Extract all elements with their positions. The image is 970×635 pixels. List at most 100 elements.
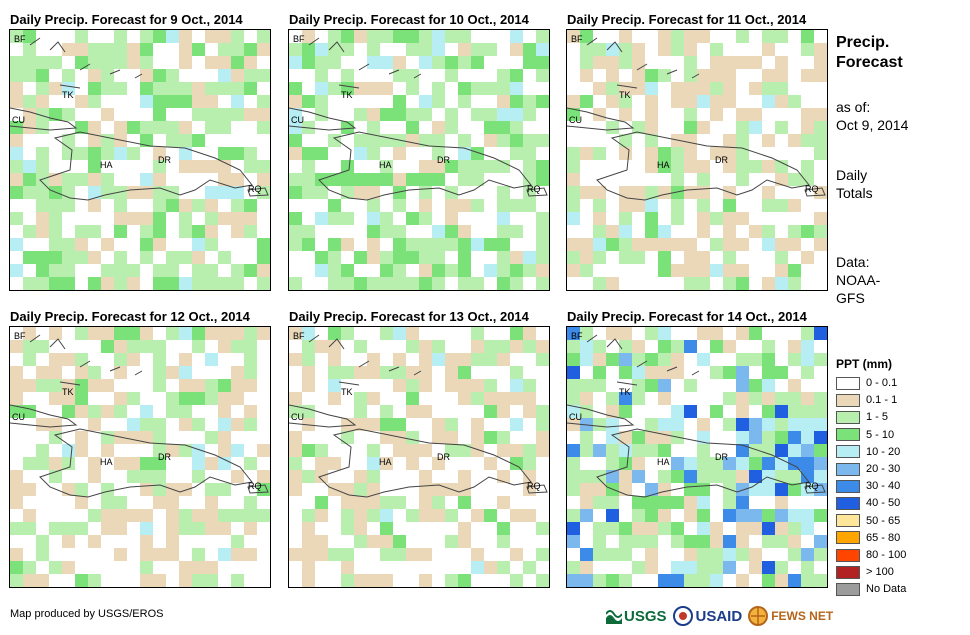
precip-cell <box>10 134 23 147</box>
precip-cell <box>354 82 367 95</box>
precip-cell <box>289 95 302 108</box>
precip-cell <box>593 56 606 69</box>
precip-cell <box>393 212 406 225</box>
precip-cell <box>801 30 814 43</box>
precip-cell <box>536 134 549 147</box>
precip-cell <box>788 264 801 277</box>
precip-cell <box>458 470 471 483</box>
precip-cell <box>536 496 549 509</box>
hispaniola-outline <box>596 428 810 498</box>
precip-cell <box>179 509 192 522</box>
precip-cell <box>567 535 580 548</box>
precip-cell <box>36 509 49 522</box>
precip-cell <box>619 496 632 509</box>
precip-cell <box>49 238 62 251</box>
precip-cell <box>192 509 205 522</box>
precip-cell <box>697 134 710 147</box>
precip-cell <box>593 199 606 212</box>
map-label-ha: HA <box>379 457 392 467</box>
precip-cell <box>10 238 23 251</box>
precip-cell <box>697 225 710 238</box>
precip-cell <box>419 147 432 160</box>
precip-cell <box>62 561 75 574</box>
precip-cell <box>23 483 36 496</box>
precip-cell <box>445 392 458 405</box>
precip-cell <box>710 457 723 470</box>
precip-cell <box>775 444 788 457</box>
precip-cell <box>471 392 484 405</box>
precip-cell <box>619 30 632 43</box>
precip-cell <box>814 147 827 160</box>
precip-cell <box>645 82 658 95</box>
precip-cell <box>471 108 484 121</box>
precip-cell <box>62 548 75 561</box>
precip-cell <box>484 340 497 353</box>
precip-cell <box>458 392 471 405</box>
precip-cell <box>419 327 432 340</box>
legend-swatch <box>836 376 860 390</box>
precip-cell <box>367 535 380 548</box>
precip-cell <box>814 392 827 405</box>
precip-cell <box>510 340 523 353</box>
precip-cell <box>153 30 166 43</box>
precip-cell <box>606 496 619 509</box>
precip-cell <box>328 238 341 251</box>
precip-cell <box>723 212 736 225</box>
precip-cell <box>536 277 549 290</box>
precip-cell <box>762 431 775 444</box>
precip-cell <box>580 43 593 56</box>
precip-cell <box>510 56 523 69</box>
precip-cell <box>380 353 393 366</box>
precip-cell <box>101 444 114 457</box>
precip-cell <box>632 353 645 366</box>
precip-cell <box>354 496 367 509</box>
precip-cell <box>88 353 101 366</box>
precip-cell <box>393 199 406 212</box>
precip-cell <box>114 340 127 353</box>
precip-cell <box>244 251 257 264</box>
precip-cell <box>140 160 153 173</box>
precip-cell <box>671 43 684 56</box>
precip-cell <box>406 522 419 535</box>
precip-cell <box>619 366 632 379</box>
precip-cell <box>328 457 341 470</box>
precip-cell <box>419 43 432 56</box>
precip-cell <box>684 147 697 160</box>
precip-cell <box>484 225 497 238</box>
precip-cell <box>23 379 36 392</box>
precip-cell <box>671 496 684 509</box>
precip-cell <box>814 379 827 392</box>
precip-cell <box>580 56 593 69</box>
precip-cell <box>419 134 432 147</box>
precip-cell <box>445 43 458 56</box>
precip-cell <box>393 379 406 392</box>
precip-cell <box>114 366 127 379</box>
precip-cell <box>393 43 406 56</box>
precip-cell <box>153 238 166 251</box>
precip-cell <box>36 43 49 56</box>
map-panel-oct10: BF TK CU HA DR RQ <box>288 29 550 291</box>
precip-cell <box>192 496 205 509</box>
precip-cell <box>762 199 775 212</box>
precip-cell <box>645 225 658 238</box>
precip-cell <box>341 431 354 444</box>
map-label-ha: HA <box>657 457 670 467</box>
precip-cell <box>354 43 367 56</box>
precip-cell <box>75 160 88 173</box>
precip-cell <box>88 43 101 56</box>
precip-cell <box>406 95 419 108</box>
precip-cell <box>218 225 231 238</box>
precip-cell <box>354 160 367 173</box>
precip-cell <box>736 353 749 366</box>
precip-cell <box>244 134 257 147</box>
precip-cell <box>62 444 75 457</box>
precip-cell <box>497 327 510 340</box>
precip-cell <box>723 56 736 69</box>
precip-cell <box>88 69 101 82</box>
precip-cell <box>497 522 510 535</box>
legend-swatch <box>836 582 860 596</box>
precip-cell <box>23 548 36 561</box>
map-label-bf: BF <box>571 34 583 44</box>
map-label-bf: BF <box>14 331 26 341</box>
precip-cell <box>231 535 244 548</box>
